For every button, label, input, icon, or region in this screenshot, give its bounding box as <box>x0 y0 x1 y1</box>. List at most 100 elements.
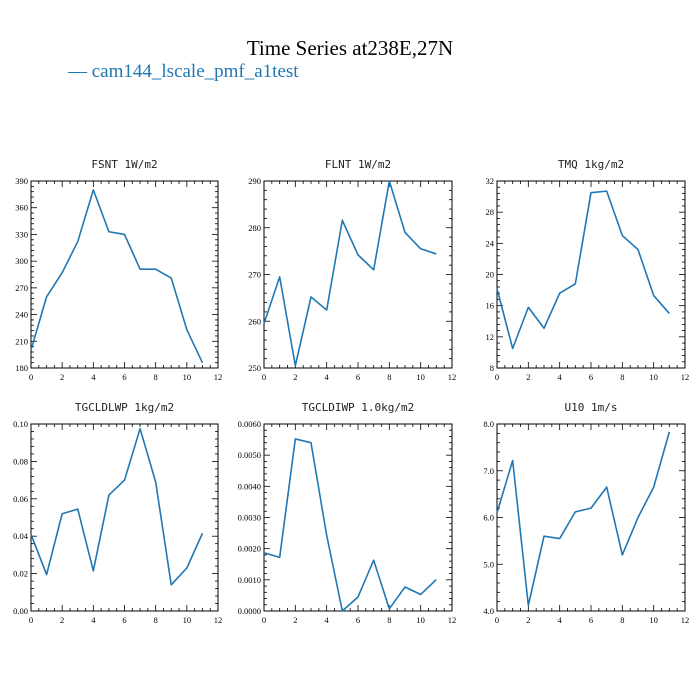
y-tick-label: 280 <box>248 223 261 233</box>
y-tick-label: 6.0 <box>483 513 494 523</box>
x-tick-label: 2 <box>60 372 64 382</box>
y-tick-label: 270 <box>248 270 261 280</box>
y-tick-label: 0.10 <box>13 419 28 429</box>
plot-frame <box>496 180 686 369</box>
y-tick-label: 0.08 <box>13 456 28 466</box>
x-tick-label: 12 <box>448 615 457 625</box>
series-line <box>30 189 204 364</box>
y-tick-label: 330 <box>15 229 28 239</box>
y-tick-label: 210 <box>15 336 28 346</box>
x-tick-label: 8 <box>154 615 158 625</box>
y-tick-label: 0.0050 <box>238 450 261 460</box>
y-tick-label: 360 <box>15 203 28 213</box>
x-tick-label: 0 <box>262 372 266 382</box>
plot-frame <box>263 423 453 612</box>
y-tick-label: 0.02 <box>13 569 28 579</box>
x-tick-label: 0 <box>495 615 499 625</box>
y-tick-label: 0.0060 <box>238 419 261 429</box>
x-tick-label: 8 <box>620 372 624 382</box>
y-tick-label: 0.0000 <box>238 606 261 616</box>
figure-title: Time Series at238E,27N <box>247 36 453 60</box>
x-tick-label: 12 <box>448 372 457 382</box>
y-tick-label: 7.0 <box>483 466 494 476</box>
x-tick-label: 2 <box>293 615 297 625</box>
y-tick-label: 0.0010 <box>238 575 261 585</box>
y-tick-label: 250 <box>248 363 261 373</box>
x-tick-label: 2 <box>60 615 64 625</box>
y-tick-label: 5.0 <box>483 559 494 569</box>
x-tick-label: 8 <box>387 615 391 625</box>
plot-frame <box>30 423 219 612</box>
x-tick-label: 6 <box>589 615 593 625</box>
x-tick-label: 10 <box>183 372 192 382</box>
panel-title: FSNT 1W/m2 <box>91 158 157 171</box>
x-tick-label: 12 <box>681 372 690 382</box>
y-tick-label: 28 <box>486 207 495 217</box>
x-tick-label: 10 <box>183 615 192 625</box>
series-line <box>496 431 671 607</box>
series-line <box>263 180 437 367</box>
x-tick-label: 0 <box>29 372 33 382</box>
y-tick-label: 0.04 <box>13 531 29 541</box>
panel-title: TGCLDLWP 1kg/m2 <box>75 401 174 414</box>
y-tick-label: 390 <box>15 176 28 186</box>
x-tick-label: 4 <box>558 615 563 625</box>
x-tick-label: 6 <box>356 372 360 382</box>
chart-panel-4: TGCLDLWP 1kg/m2 0 2 4 6 8 10 12 0.00 0.02 0.04 0.06… <box>13 401 222 625</box>
plot-frame <box>30 180 219 369</box>
x-tick-label: 8 <box>387 372 391 382</box>
x-tick-label: 0 <box>262 615 266 625</box>
x-tick-label: 4 <box>91 372 96 382</box>
x-tick-label: 0 <box>29 615 33 625</box>
x-tick-label: 6 <box>122 615 126 625</box>
x-tick-label: 6 <box>356 615 360 625</box>
y-tick-label: 240 <box>15 310 28 320</box>
x-tick-label: 12 <box>681 615 690 625</box>
legend-label: — cam144_lscale_pmf_a1test <box>67 61 299 82</box>
panel-title: TGCLDIWP 1.0kg/m2 <box>302 401 415 414</box>
x-tick-label: 4 <box>91 615 96 625</box>
chart-panel-1: FSNT 1W/m2 0 2 4 6 8 10 12 180 210 240 270 300 330 360… <box>15 158 222 382</box>
x-tick-label: 4 <box>325 372 330 382</box>
x-tick-label: 2 <box>293 372 297 382</box>
x-tick-label: 2 <box>526 615 530 625</box>
x-tick-label: 0 <box>495 372 499 382</box>
x-tick-label: 4 <box>558 372 563 382</box>
y-tick-label: 0.0030 <box>238 513 261 523</box>
y-tick-label: 300 <box>15 256 28 266</box>
y-tick-label: 16 <box>486 301 495 311</box>
plot-frame <box>263 180 453 369</box>
panel-title: U10 1m/s <box>565 401 618 414</box>
chart-panel-5: TGCLDIWP 1.0kg/m2 0 2 4 6 8 10 12 0.0000 0.0010 0.… <box>238 401 457 625</box>
y-tick-label: 0.0020 <box>238 544 261 554</box>
y-tick-label: 0.06 <box>13 494 28 504</box>
y-tick-label: 0.00 <box>13 606 28 616</box>
chart-panel-6: U10 1m/s 0 2 4 6 8 10 12 4.0 5.0 6.0 7.0 8.0 <box>483 401 689 625</box>
series-line <box>263 438 437 612</box>
x-tick-label: 2 <box>526 372 530 382</box>
y-tick-label: 270 <box>15 283 28 293</box>
y-tick-label: 8 <box>490 363 494 373</box>
x-tick-label: 10 <box>649 372 658 382</box>
y-tick-label: 8.0 <box>483 419 494 429</box>
x-tick-label: 6 <box>122 372 126 382</box>
x-tick-label: 4 <box>325 615 330 625</box>
y-tick-label: 0.0040 <box>238 481 261 491</box>
y-tick-label: 290 <box>248 176 261 186</box>
y-tick-label: 24 <box>486 238 495 248</box>
series-line <box>30 427 204 586</box>
x-tick-label: 12 <box>214 372 223 382</box>
chart-panel-2: FLNT 1W/m2 0 2 4 6 8 10 12 250 260 270 280 290 <box>248 158 456 382</box>
x-tick-label: 10 <box>649 615 658 625</box>
x-tick-label: 10 <box>416 372 425 382</box>
panel-title: TMQ 1kg/m2 <box>558 158 624 171</box>
series-line <box>496 190 670 350</box>
x-tick-label: 8 <box>620 615 624 625</box>
x-tick-label: 8 <box>154 372 158 382</box>
y-tick-label: 32 <box>486 176 495 186</box>
panel-title: FLNT 1W/m2 <box>325 158 391 171</box>
x-tick-label: 6 <box>589 372 593 382</box>
y-tick-label: 20 <box>486 270 495 280</box>
